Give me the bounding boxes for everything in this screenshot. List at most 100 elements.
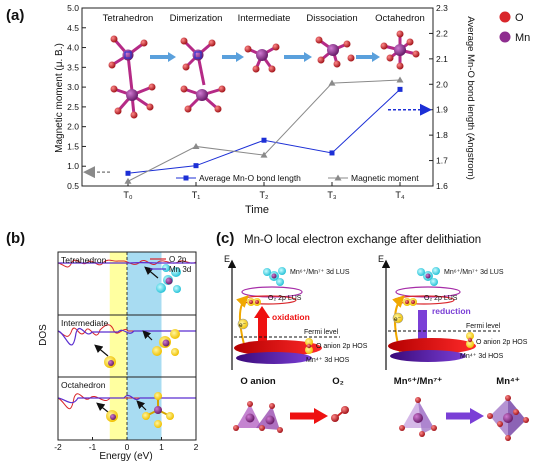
bond-length-point — [261, 137, 267, 143]
panel-a-frame — [81, 7, 434, 187]
right-lus-band — [395, 286, 461, 298]
right-energy-letter: E — [378, 254, 384, 264]
left-tick-label: 4.0 — [67, 43, 79, 53]
panel-c-label: (c) — [216, 230, 234, 247]
x-tick-label: T₁ — [192, 190, 201, 200]
left-mn-hos-band — [236, 352, 312, 364]
reduction-arrow — [418, 310, 427, 344]
bond-length-point — [329, 150, 335, 156]
legend-moment-label: Magnetic moment — [351, 173, 419, 183]
right-tick-label: 2.0 — [436, 79, 448, 89]
panel-c: (c) Mn-O local electron exchange after d… — [216, 230, 529, 441]
stage-label: Tetrahedron — [103, 13, 154, 24]
right-tick-label: 1.6 — [436, 181, 448, 191]
dos-x-tick-label: 1 — [159, 442, 164, 452]
right-axis-ticks: 1.6 1.7 1.8 1.9 2.0 2.1 2.2 2.3 — [429, 3, 448, 191]
tetrahedron-structure — [108, 35, 156, 119]
dos-curves — [57, 259, 197, 428]
dos-subpanel-labels: Tetrahedron Intermediate Octahedron — [61, 255, 109, 390]
left-o-hos-orbital — [305, 338, 313, 354]
x-axis-label: Time — [245, 204, 269, 216]
o-to-o2-arrow-head — [314, 408, 328, 424]
dos-legend-label: Mn 3d — [169, 265, 191, 274]
mn-conversion-arrow-head — [470, 408, 484, 424]
mn67-label: Mn⁶⁺/Mn⁷⁺ — [394, 376, 442, 387]
int-orbital-structure — [152, 329, 180, 356]
octahedron-structure — [380, 30, 420, 70]
reduction-label: reduction — [432, 306, 471, 316]
series-line-magnetic-moment — [127, 79, 401, 182]
dissociation-structure — [315, 36, 355, 68]
bond-length-point — [397, 86, 403, 92]
left-tick-label: 3.5 — [67, 62, 79, 72]
right-lus-label: Mn⁶⁺/Mn⁷⁺ 3d LUS — [444, 269, 504, 276]
dos-x-tick-label: 2 — [194, 442, 199, 452]
left-tick-label: 3.0 — [67, 82, 79, 92]
oxidation-label: oxidation — [272, 312, 310, 322]
legend-bond-marker — [183, 175, 189, 181]
dos-subpanel-label: Octahedron — [61, 380, 106, 390]
right-mn-hos-label: Mn⁴⁺ 3d HOS — [460, 353, 504, 360]
right-tick-label: 1.9 — [436, 105, 448, 115]
stage-labels: Tetrahedron Dimerization Intermediate Disso… — [103, 13, 425, 24]
oct-pointer-arrow — [96, 402, 109, 413]
right-o-hos-band — [388, 338, 476, 354]
x-tick-label: T₂ — [260, 190, 269, 200]
right-tick-label: 2.3 — [436, 3, 448, 13]
legend-bond-label: Average Mn-O bond length — [199, 173, 301, 183]
o-anion-label: O anion — [240, 376, 276, 387]
magnetic-moment-point — [124, 177, 132, 184]
panel-a-label: (a) — [6, 7, 24, 24]
reduction-scheme: E Mn⁶⁺/Mn⁷⁺ 3d LUS O₂ 2p LUS reduction e… — [378, 254, 529, 441]
int-mn3d-curve — [57, 327, 196, 346]
dos-x-tick-label: 0 — [125, 442, 130, 452]
left-lus-orbital — [263, 267, 286, 286]
left-tick-label: 2.5 — [67, 102, 79, 112]
panel-a-series — [124, 76, 404, 184]
oxidation-arrow-head — [254, 306, 270, 318]
o2-label: O₂ — [332, 376, 344, 387]
magnetic-moment-point — [192, 142, 200, 149]
dos-x-ticks: -2 -1 0 1 2 — [54, 437, 199, 452]
right-o-hos-orbital — [466, 332, 474, 348]
left-fermi-label: Fermi level — [304, 329, 339, 336]
tet-pointer-arrow — [144, 266, 159, 279]
stage-label: Octahedron — [375, 13, 425, 24]
oct-pointer-arrow-2 — [136, 400, 147, 411]
dos-subpanel-label: Intermediate — [61, 318, 109, 328]
panel-b-label: (b) — [6, 230, 25, 247]
stage-transition-arrows — [150, 52, 380, 62]
panel-a-legend: Average Mn-O bond length Magnetic moment — [176, 173, 419, 183]
left-tick-label: 1.5 — [67, 141, 79, 151]
oct-o2p-curve — [57, 393, 196, 410]
x-tick-label: T₃ — [327, 190, 336, 200]
dos-x-tick-label: -1 — [89, 442, 97, 452]
right-electron — [392, 312, 404, 324]
oxidation-arrow — [258, 316, 267, 342]
y-axis-label: Magnetic moment (μ. B.) — [54, 43, 65, 153]
right-fermi-label: Fermi level — [466, 323, 501, 330]
right-o2-label: O₂ 2p LUS — [424, 295, 458, 302]
o-anion-structure — [233, 401, 283, 433]
intermediate-structure — [244, 43, 280, 73]
left-electron-label: e⁻ — [239, 322, 247, 329]
left-lus-band — [241, 286, 303, 298]
panel-a-annotations — [83, 103, 432, 179]
panel-b: (b) — [6, 230, 199, 462]
right-tick-label: 1.8 — [436, 130, 448, 140]
tetrahedral-mn-structure — [399, 397, 437, 437]
element-swatch-mn — [499, 31, 511, 43]
mn4-label: Mn⁴⁺ — [496, 376, 519, 387]
octahedral-mn-structure — [487, 395, 529, 441]
legend-moment-marker — [334, 174, 342, 181]
oct-blob — [106, 410, 118, 422]
y2-axis-label: Average Mn-O bond length (Angstrom) — [465, 16, 476, 180]
right-tick-label: 1.7 — [436, 156, 448, 166]
left-o-hos-label: O anion 2p HOS — [316, 343, 368, 350]
tet-orbital-structure — [156, 264, 181, 293]
int-pointer-arrow — [94, 344, 109, 357]
x-tick-label: T₄ — [395, 190, 404, 200]
left-o2-orbital — [247, 298, 261, 306]
